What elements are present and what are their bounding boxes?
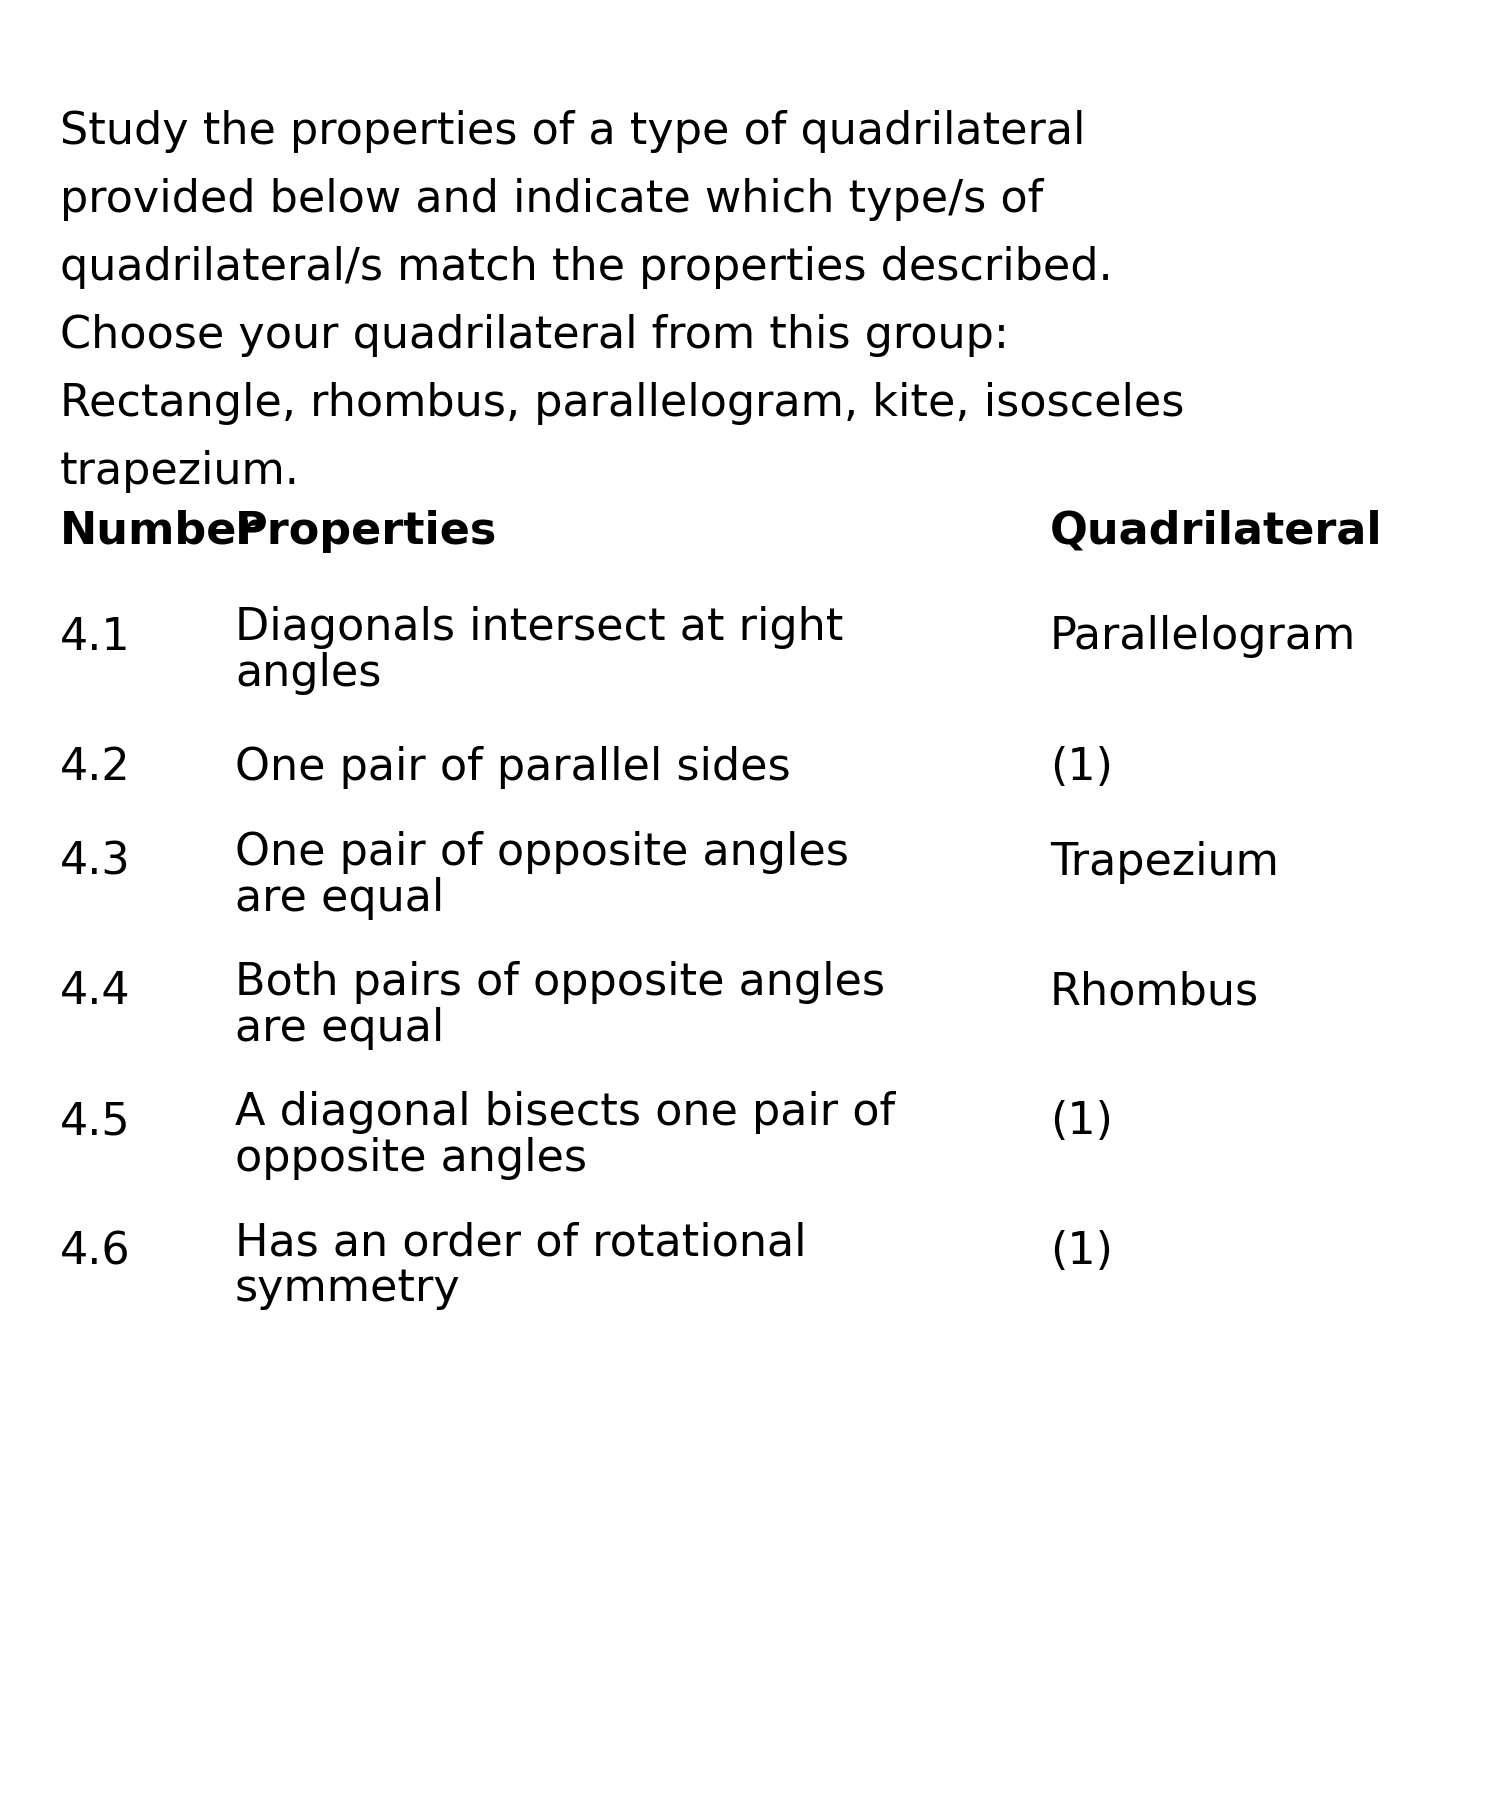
Text: (1): (1) (1050, 745, 1113, 788)
Text: One pair of parallel sides: One pair of parallel sides (236, 745, 790, 788)
Text: 4.3: 4.3 (60, 841, 130, 884)
Text: are equal: are equal (236, 877, 444, 920)
Text: Rhombus: Rhombus (1050, 970, 1258, 1013)
Text: 4.1: 4.1 (60, 616, 130, 659)
Text: opposite angles: opposite angles (236, 1138, 586, 1181)
Text: Both pairs of opposite angles: Both pairs of opposite angles (236, 961, 885, 1004)
Text: symmetry: symmetry (236, 1267, 460, 1310)
Text: Number: Number (60, 509, 260, 553)
Text: (1): (1) (1050, 1100, 1113, 1143)
Text: Trapezium: Trapezium (1050, 841, 1280, 884)
Text: are equal: are equal (236, 1006, 444, 1049)
Text: Properties: Properties (236, 509, 498, 553)
Text: 4.2: 4.2 (60, 745, 130, 788)
Text: Has an order of rotational: Has an order of rotational (236, 1220, 807, 1264)
Text: Choose your quadrilateral from this group:: Choose your quadrilateral from this grou… (60, 313, 1010, 356)
Text: trapezium.: trapezium. (60, 450, 300, 493)
Text: (1): (1) (1050, 1231, 1113, 1274)
Text: A diagonal bisects one pair of: A diagonal bisects one pair of (236, 1091, 895, 1134)
Text: provided below and indicate which type/s of: provided below and indicate which type/s… (60, 178, 1044, 221)
Text: 4.6: 4.6 (60, 1231, 130, 1274)
Text: Rectangle, rhombus, parallelogram, kite, isosceles: Rectangle, rhombus, parallelogram, kite,… (60, 382, 1185, 425)
Text: quadrilateral/s match the properties described.: quadrilateral/s match the properties des… (60, 247, 1113, 290)
Text: Quadrilateral: Quadrilateral (1050, 509, 1383, 553)
Text: 4.5: 4.5 (60, 1100, 130, 1143)
Text: 4.4: 4.4 (60, 970, 130, 1013)
Text: Parallelogram: Parallelogram (1050, 616, 1356, 659)
Text: Study the properties of a type of quadrilateral: Study the properties of a type of quadri… (60, 110, 1086, 153)
Text: One pair of opposite angles: One pair of opposite angles (236, 832, 849, 875)
Text: Diagonals intersect at right: Diagonals intersect at right (236, 607, 843, 650)
Text: angles: angles (236, 652, 381, 695)
